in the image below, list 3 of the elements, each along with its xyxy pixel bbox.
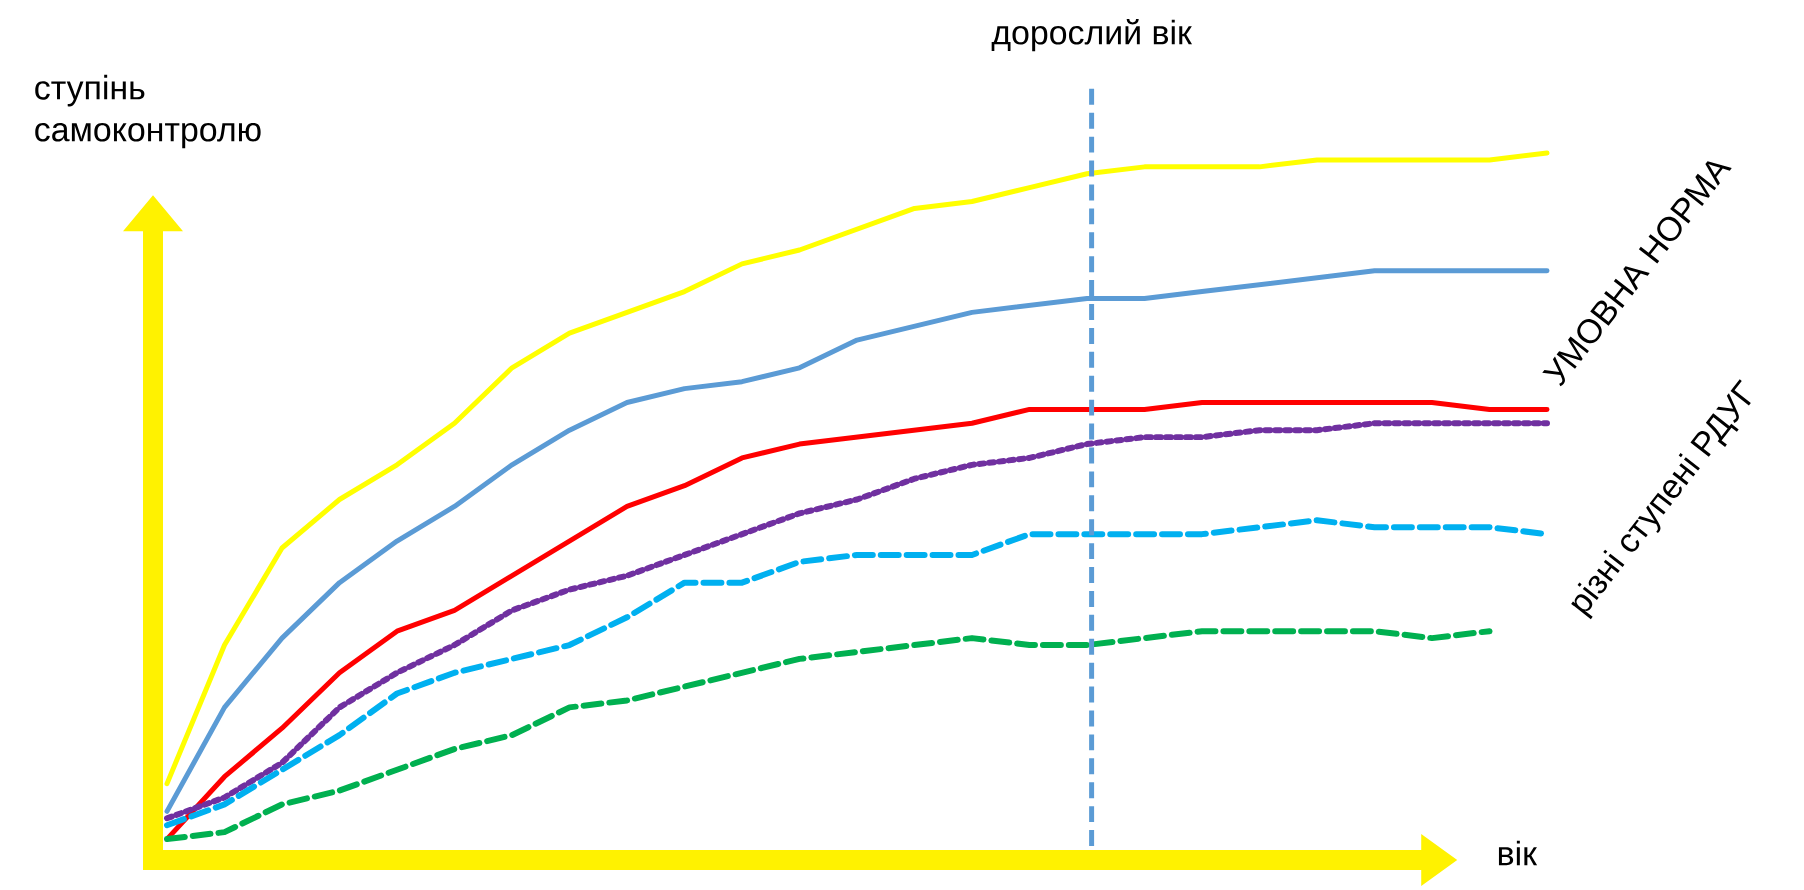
text: дорослий вік <box>991 19 1193 52</box>
x-axis-title: вік <box>1498 840 1538 866</box>
y-axis-title: ступінь самоконтролю <box>35 74 261 149</box>
